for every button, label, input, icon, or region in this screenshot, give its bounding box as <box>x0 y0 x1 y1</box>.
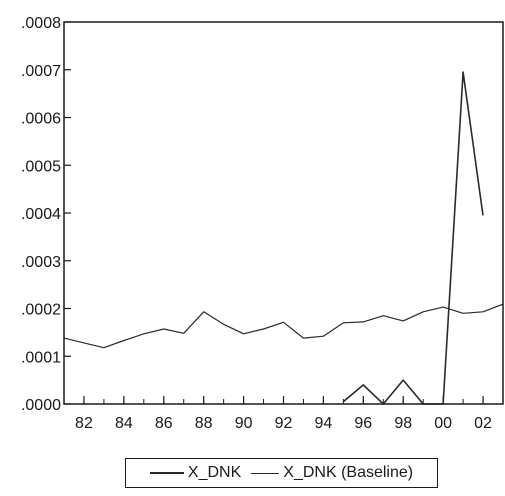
legend-swatch-x-dnk <box>149 472 184 474</box>
line-chart: .0000 .0001 .0002 .0003 .0004 .0005 .0006 .0007… <box>21 15 504 432</box>
x-tick-label: 86 <box>155 415 173 432</box>
legend-swatch-x-dnk-baseline <box>251 472 280 474</box>
x-tick-label: 96 <box>354 415 372 432</box>
x-tick-label: 92 <box>275 415 293 432</box>
plot-area-frame <box>63 21 504 405</box>
legend-item-x-dnk-baseline: X_DNK (Baseline) <box>251 464 413 482</box>
y-tick-label: .0008 <box>21 15 61 32</box>
y-tick-label: .0005 <box>21 158 61 175</box>
y-tick-label: .0000 <box>21 397 61 414</box>
y-axis-ticks: .0000 .0001 .0002 .0003 .0004 .0005 .0006 .0007… <box>21 15 71 414</box>
legend-label-x-dnk: X_DNK <box>187 464 242 481</box>
x-axis-ticks: 82 84 86 88 90 92 94 96 98 00 02 <box>75 396 492 432</box>
x-tick-label: 90 <box>235 415 253 432</box>
series-line-x-dnk-baseline <box>63 303 504 349</box>
x-tick-label: 84 <box>115 415 133 432</box>
x-tick-label: 82 <box>75 415 93 432</box>
x-tick-label: 00 <box>434 415 452 432</box>
series-layer <box>63 71 504 405</box>
x-tick-label: 88 <box>195 415 213 432</box>
y-tick-label: .0004 <box>21 206 61 223</box>
series-line-x-dnk <box>342 71 484 405</box>
y-tick-label: .0001 <box>21 349 61 366</box>
x-tick-label: 94 <box>315 415 333 432</box>
y-tick-label: .0007 <box>21 63 61 80</box>
x-tick-label: 98 <box>394 415 412 432</box>
legend: X_DNK X_DNK (Baseline) <box>125 458 438 488</box>
y-tick-label: .0003 <box>21 254 61 271</box>
y-tick-label: .0006 <box>21 111 61 128</box>
y-tick-label: .0002 <box>21 302 61 319</box>
legend-label-x-dnk-baseline: X_DNK (Baseline) <box>283 464 414 481</box>
x-tick-label: 02 <box>474 415 492 432</box>
legend-item-x-dnk: X_DNK <box>149 464 242 482</box>
